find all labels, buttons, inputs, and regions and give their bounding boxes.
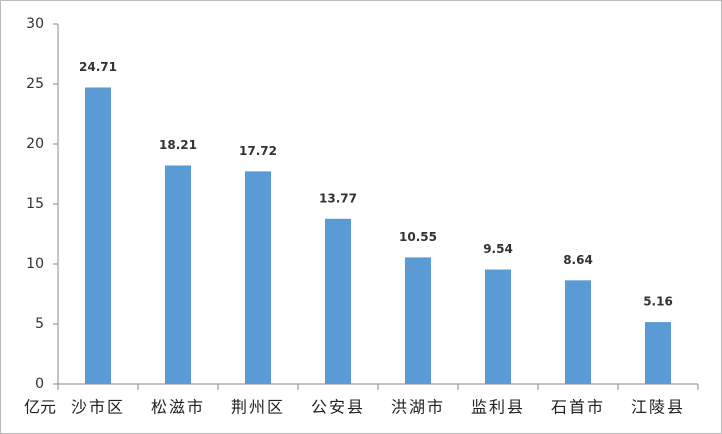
value-label: 8.64 <box>563 253 593 267</box>
x-tick-label: 荆州区 <box>231 398 285 417</box>
value-label: 13.77 <box>319 191 357 205</box>
bar <box>325 218 351 384</box>
bar <box>85 87 111 384</box>
x-tick-label: 公安县 <box>311 398 365 417</box>
bar <box>645 322 671 384</box>
bar <box>565 280 591 384</box>
bar <box>245 171 271 384</box>
y-unit: 亿元 <box>24 398 56 417</box>
y-tick-label: 15 <box>26 196 44 212</box>
y-tick-label: 10 <box>26 256 44 272</box>
bar <box>405 257 431 384</box>
y-tick-label: 0 <box>35 376 44 392</box>
value-label: 5.16 <box>643 295 673 309</box>
y-tick-label: 20 <box>26 136 44 152</box>
value-label: 24.71 <box>79 60 117 74</box>
x-tick-label: 石首市 <box>551 398 605 417</box>
value-label: 17.72 <box>239 144 277 158</box>
x-tick-label: 沙市区 <box>71 398 125 417</box>
x-tick-label: 松滋市 <box>151 398 205 417</box>
bar <box>165 165 191 384</box>
y-tick-label: 30 <box>26 16 44 32</box>
x-tick-label: 监利县 <box>471 398 525 417</box>
x-tick-label: 江陵县 <box>631 398 685 417</box>
value-label: 18.21 <box>159 138 197 152</box>
x-tick-label: 洪湖市 <box>391 398 445 417</box>
y-tick-label: 5 <box>35 316 44 332</box>
y-tick-label: 25 <box>26 76 44 92</box>
value-label: 10.55 <box>399 230 437 244</box>
bar <box>485 269 511 384</box>
value-label: 9.54 <box>483 242 513 256</box>
